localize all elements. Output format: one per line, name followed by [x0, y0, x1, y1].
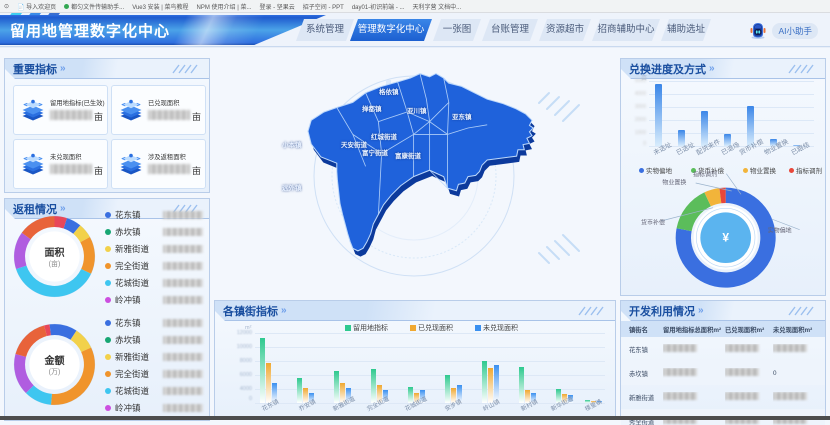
svg-text:¥: ¥ — [722, 231, 729, 245]
svg-text:指标调剂: 指标调剂 — [693, 171, 717, 178]
svg-text:货币补偿: 货币补偿 — [641, 218, 665, 226]
svg-text:物业置换: 物业置换 — [662, 178, 686, 186]
